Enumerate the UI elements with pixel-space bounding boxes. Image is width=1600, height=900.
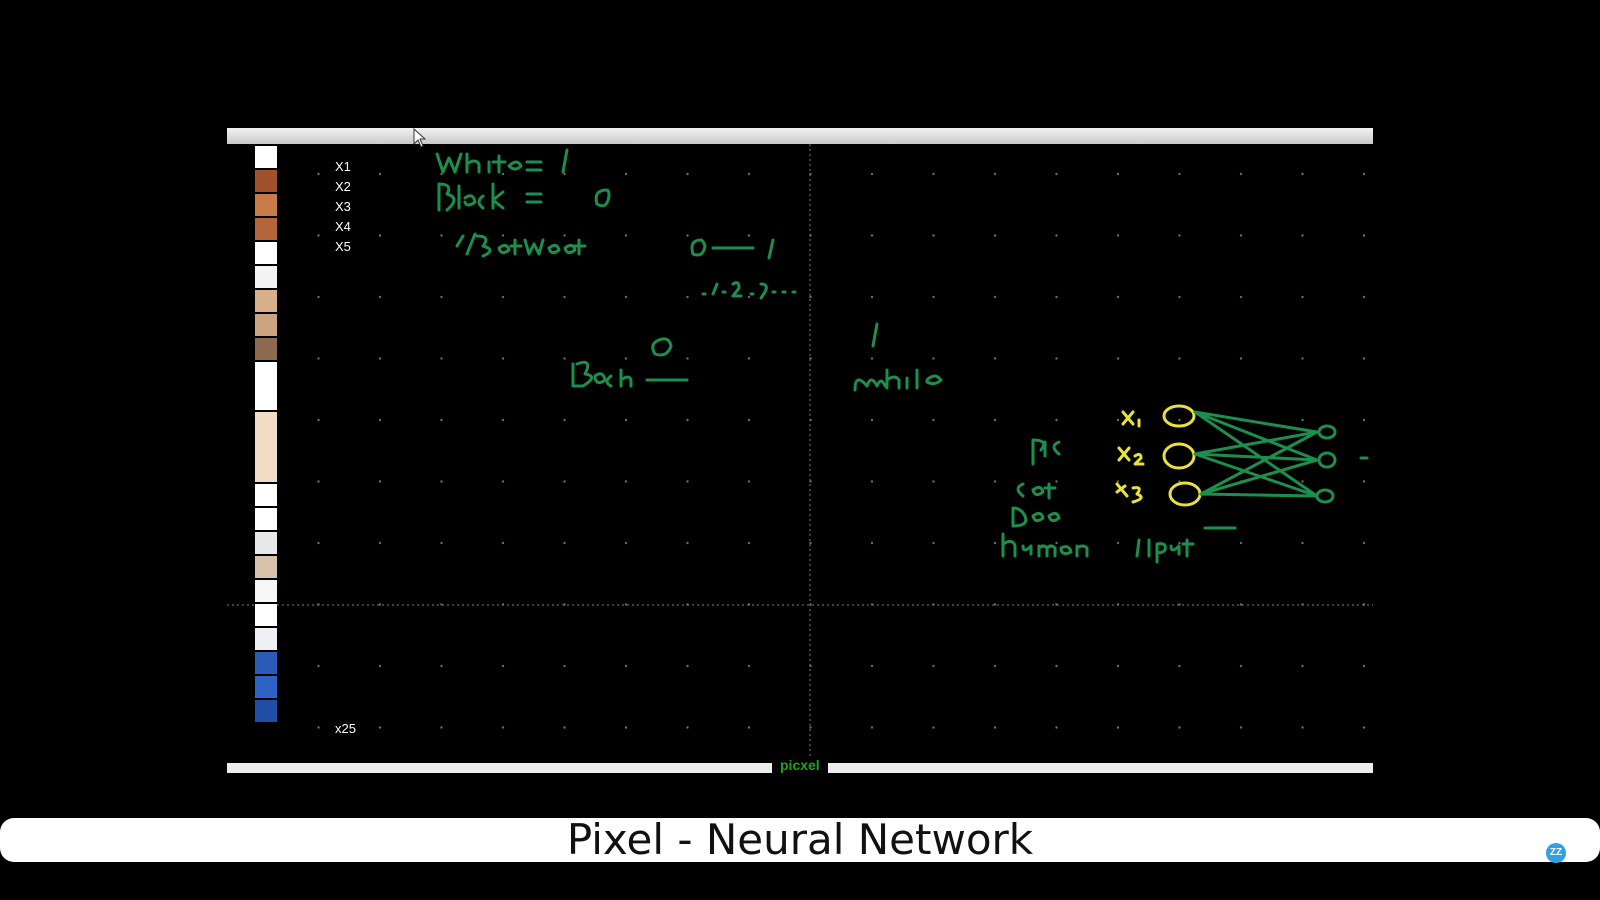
pixel-tile [255,314,277,336]
handwriting-1-input [1135,526,1237,564]
pixel-tile [255,242,277,264]
pixel-label-x2: X2 [335,179,351,194]
handwriting-in-between [455,232,797,300]
neural-network-input-nodes [1115,404,1202,507]
handwriting-pic-cat-dog-human [1001,438,1089,558]
pixel-tile [255,676,277,698]
channel-badge-icon: ZZ [1546,843,1566,863]
caption-bar: Pixel - Neural Network [0,818,1600,862]
grid-dots [287,144,1373,763]
pixel-tile [255,484,277,506]
arrow-cursor-icon [413,128,427,148]
pixel-tile [255,508,277,530]
pixel-tile [255,266,277,288]
pixel-label-x5: X5 [335,239,351,254]
pixel-tile [255,218,277,240]
neural-network-connections [1193,410,1369,504]
pixel-tile [255,338,277,360]
handwriting-white-equals-1 [435,148,569,174]
whiteboard-bottom-label: picxel [772,757,828,773]
pixel-tile [255,700,277,722]
pixel-tile [255,412,277,482]
whiteboard-top-bar [227,128,1373,144]
pixel-tile [255,652,277,674]
pixel-tile [255,194,277,216]
handwriting-black-equals-0 [437,182,611,212]
pixel-label-x1: X1 [335,159,351,174]
pixel-tile [255,580,277,602]
video-caption-title: Pixel - Neural Network [566,815,1034,864]
pixel-label-x25: x25 [335,721,356,736]
pixel-label-x3: X3 [335,199,351,214]
pixel-label-x4: X4 [335,219,351,234]
whiteboard-drawing [227,144,1373,763]
pixel-tile [255,604,277,626]
whiteboard-canvas[interactable]: X1 X2 X3 X4 X5 x25 picxel [227,128,1373,773]
pixel-tile [255,628,277,650]
handwriting-black-white-scale [571,322,943,392]
pixel-tile [255,362,277,410]
pixel-tile [255,290,277,312]
pixel-tile [255,556,277,578]
pixel-tile [255,532,277,554]
pixel-tile [255,170,277,192]
pixel-tile [255,146,277,168]
